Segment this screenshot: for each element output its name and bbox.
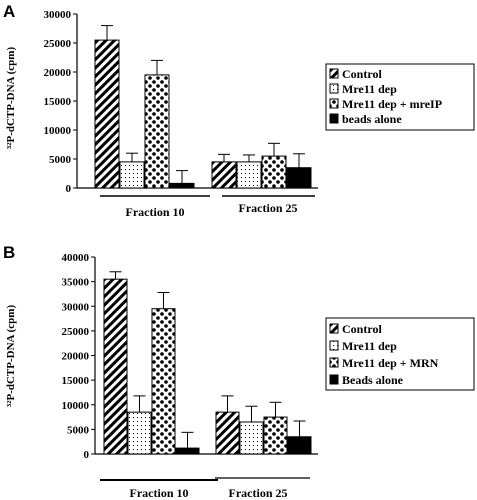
panel-a-legend-label: Mre11 dep + mreIP (342, 97, 442, 111)
panel-a-bar-check-1 (144, 74, 170, 189)
panel-a-bar-diag-2 (211, 161, 237, 189)
panel-a-ytick-label: 15000 (44, 96, 72, 108)
panel-a-ytick-label: 30000 (44, 9, 72, 21)
panel-b-legend-label: Mre11 dep (342, 339, 397, 353)
panel-a-legend-swatch-diag (329, 68, 339, 79)
panel-a-group: ³²P-dCTP-DNA (cpm) 0 5000 10000 15000 20000 2… (5, 9, 475, 219)
panel-a-bar-diag-1 (94, 39, 120, 189)
panel-b-ylabel: ³²P-dCTP-DNA (cpm) (5, 305, 17, 408)
panel-b-ytick-label: 25000 (62, 326, 90, 338)
panel-a-ytick-label: 0 (66, 183, 72, 195)
panel-label-b: B (3, 243, 15, 262)
panel-a-legend-label: Mre11 dep (342, 82, 397, 96)
panel-b-bar-dots-1 (127, 411, 152, 455)
panel-b-bar-check-1 (151, 308, 176, 455)
panel-a-ytick-label: 10000 (44, 125, 72, 137)
panel-a-bar-solid-1 (169, 182, 195, 189)
panel-a-bar-dots-2 (236, 161, 262, 189)
panel-b-bar-solid-2 (287, 436, 312, 455)
panel-a-ylabel: ³²P-dCTP-DNA (cpm) (5, 47, 17, 150)
panel-b-legend-swatch-diag (329, 323, 339, 334)
panel-b-ytick-label: 0 (84, 449, 90, 461)
panel-b-legend-box (325, 317, 475, 391)
panel-b-legend-label: Beads alone (342, 373, 404, 387)
panel-label-a: A (3, 2, 15, 21)
panel-b-group: ³²P-dCTP-DNA (cpm) 0 5000 10000 15000 20000 2… (5, 252, 475, 500)
panel-b-ytick-label: 20000 (62, 351, 90, 363)
panel-b-bar-check-2 (263, 416, 288, 455)
panel-a-legend-swatch-solid (329, 113, 339, 124)
panel-b-ytick-label: 30000 (62, 301, 90, 313)
panel-b-bar-dots-2 (239, 421, 264, 455)
panel-b-legend-swatch-check (329, 357, 339, 368)
panel-b-bar-diag-1 (103, 278, 128, 455)
panel-a-legend-label: Control (342, 67, 382, 81)
panel-a-category-2: Fraction 25 (239, 201, 298, 215)
panel-b-legend-swatch-dots (329, 340, 339, 351)
panel-b-category-2: Fraction 25 (229, 486, 288, 500)
panel-b-ytick-label: 10000 (62, 400, 90, 412)
panel-b-ytick-label: 5000 (67, 424, 90, 436)
panel-b-ytick-label: 35000 (62, 277, 90, 289)
panel-a-ytick-label: 20000 (44, 67, 72, 79)
panel-b-legend-swatch-solid (329, 374, 339, 385)
panel-a-category-1: Fraction 10 (126, 205, 185, 219)
panel-a-legend-box (325, 63, 475, 131)
panel-a-ytick-label: 25000 (44, 38, 72, 50)
panel-a-legend-swatch-dots (329, 83, 339, 94)
panel-b-category-1: Fraction 10 (130, 486, 189, 500)
panel-a-legend-label: beads alone (342, 112, 402, 126)
panel-b-bar-diag-2 (215, 411, 240, 455)
panel-b-ytick-label: 15000 (62, 375, 90, 387)
panel-b-legend-label: Control (342, 322, 382, 336)
panel-b-legend-label: Mre11 dep + MRN (342, 356, 439, 370)
panel-a-bar-solid-2 (286, 167, 312, 189)
panel-b-ytick-label: 40000 (62, 252, 90, 264)
panel-a-bar-check-2 (261, 155, 287, 189)
panel-a-legend-swatch-check (329, 98, 339, 109)
panel-a-bar-dots-1 (119, 161, 145, 189)
panel-b-bar-solid-1 (175, 447, 200, 455)
panel-a-ytick-label: 5000 (49, 154, 72, 166)
